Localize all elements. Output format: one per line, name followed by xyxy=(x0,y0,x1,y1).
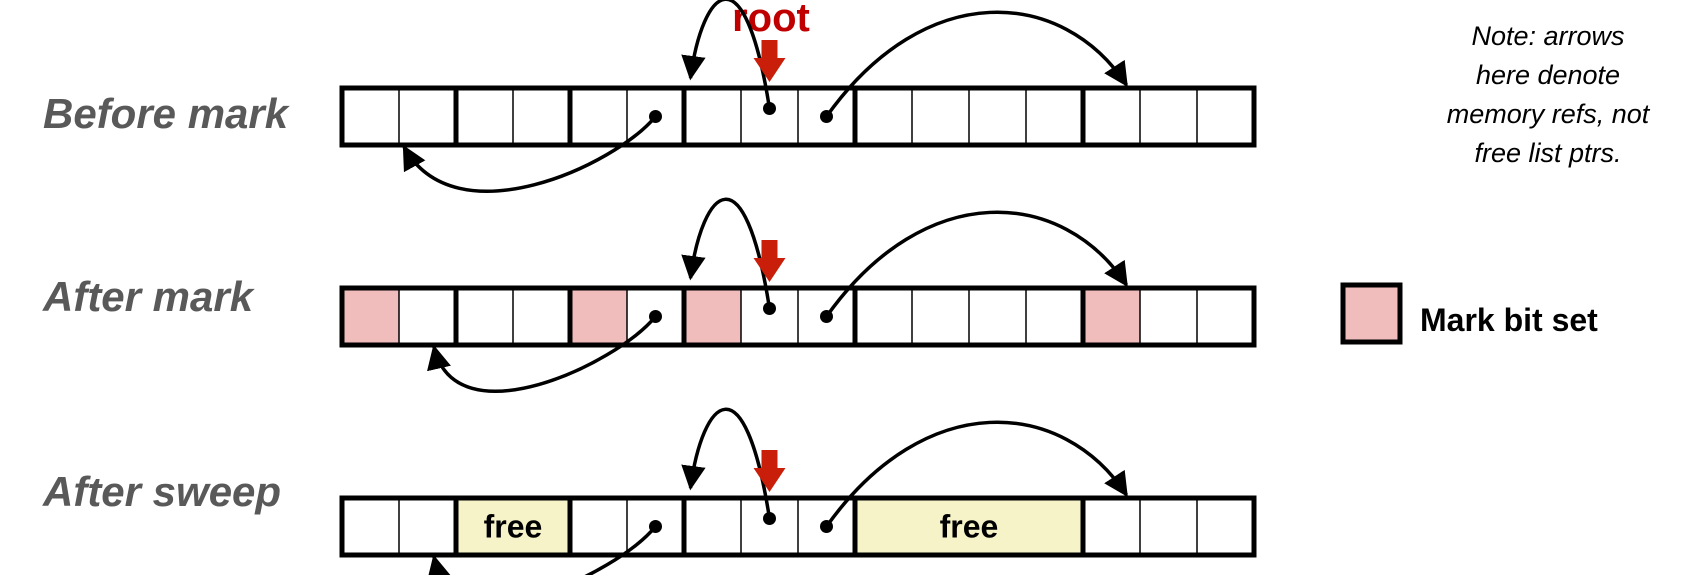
marked-word xyxy=(1083,288,1140,345)
ref-arrow-left xyxy=(402,115,657,193)
ref-arrow-right xyxy=(825,10,1128,118)
free-block xyxy=(855,498,1083,555)
ref-arrow-root xyxy=(681,407,772,519)
note-line-3: memory refs, not xyxy=(1447,99,1651,129)
heap-row xyxy=(339,197,1257,393)
heap-rows: free free xyxy=(339,0,1257,575)
ref-arrow-right xyxy=(825,210,1128,318)
note-line-4: free list ptrs. xyxy=(1474,138,1621,168)
root-label: root xyxy=(732,0,810,40)
row-label-after-sweep: After sweep xyxy=(42,468,281,515)
free-label: free xyxy=(484,509,543,545)
marked-word xyxy=(342,288,399,345)
ref-arrow-right xyxy=(825,420,1128,528)
row-label-after-mark: After mark xyxy=(42,273,256,320)
heap-border xyxy=(339,495,1257,558)
free-block xyxy=(456,498,570,555)
heap-row xyxy=(339,0,1257,193)
ref-arrow-root xyxy=(681,0,772,109)
root-arrow-icon xyxy=(753,450,786,492)
heap-row: free free xyxy=(339,407,1257,575)
heap-border xyxy=(339,285,1257,348)
note-line-1: Note: arrows xyxy=(1471,21,1624,51)
root-arrow-icon xyxy=(753,40,786,82)
marked-word xyxy=(570,288,627,345)
free-label: free xyxy=(940,509,999,545)
root-arrow-icon xyxy=(753,240,786,282)
marked-word xyxy=(684,288,741,345)
row-label-before-mark: Before mark xyxy=(43,90,291,137)
ref-arrow-root xyxy=(681,197,772,309)
ref-arrow-left xyxy=(427,525,657,575)
note-line-2: here denote xyxy=(1476,60,1620,90)
heap-border xyxy=(339,85,1257,148)
ref-arrow-left xyxy=(427,315,657,393)
legend-mark-swatch xyxy=(1340,282,1403,345)
legend-label: Mark bit set xyxy=(1420,302,1598,338)
